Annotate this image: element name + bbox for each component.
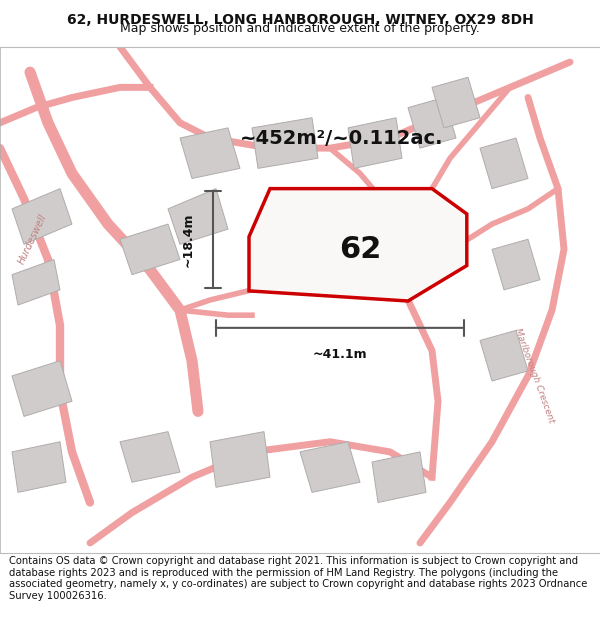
Polygon shape: [120, 432, 180, 482]
Polygon shape: [480, 331, 528, 381]
Text: Contains OS data © Crown copyright and database right 2021. This information is : Contains OS data © Crown copyright and d…: [9, 556, 587, 601]
Text: Map shows position and indicative extent of the property.: Map shows position and indicative extent…: [120, 22, 480, 35]
Polygon shape: [12, 189, 72, 244]
Text: ~18.4m: ~18.4m: [182, 213, 195, 267]
Polygon shape: [480, 138, 528, 189]
Text: 62, HURDESWELL, LONG HANBOROUGH, WITNEY, OX29 8DH: 62, HURDESWELL, LONG HANBOROUGH, WITNEY,…: [67, 13, 533, 27]
Polygon shape: [210, 432, 270, 488]
Polygon shape: [12, 442, 66, 493]
Text: Marlborough Crescent: Marlborough Crescent: [512, 328, 556, 424]
Polygon shape: [492, 239, 540, 290]
Polygon shape: [12, 361, 72, 416]
Polygon shape: [408, 98, 456, 148]
Polygon shape: [372, 452, 426, 503]
Text: 62: 62: [339, 235, 381, 264]
Polygon shape: [348, 118, 402, 168]
Text: ~41.1m: ~41.1m: [313, 348, 367, 361]
Polygon shape: [300, 442, 360, 493]
Text: ~452m²/~0.112ac.: ~452m²/~0.112ac.: [240, 129, 443, 148]
Polygon shape: [180, 128, 240, 179]
Polygon shape: [249, 189, 467, 301]
Polygon shape: [120, 224, 180, 275]
Polygon shape: [168, 189, 228, 244]
Polygon shape: [432, 78, 480, 128]
Text: Hurdeswell: Hurdeswell: [17, 213, 49, 266]
Polygon shape: [12, 259, 60, 305]
Polygon shape: [252, 118, 318, 168]
Polygon shape: [294, 224, 348, 275]
